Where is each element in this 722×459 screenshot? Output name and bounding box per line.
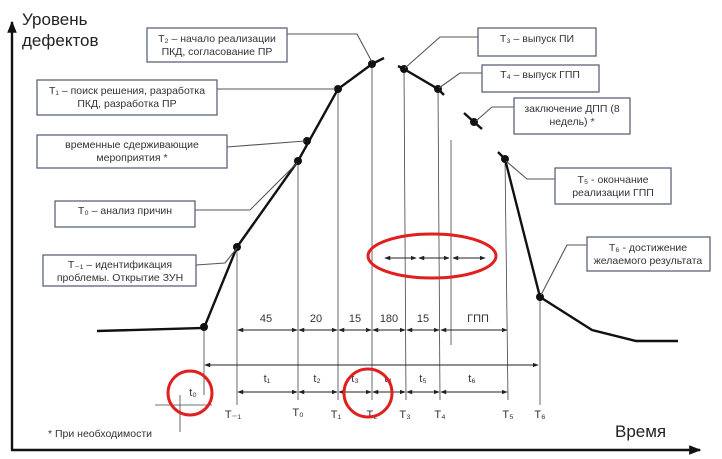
svg-text:T₃ – выпуск ПИ: T₃ – выпуск ПИ xyxy=(500,33,574,45)
svg-text:T₁: T₁ xyxy=(331,409,342,421)
svg-text:T₆: T₆ xyxy=(534,409,545,421)
callout-t0: T₀ – анализ причин xyxy=(54,200,196,228)
callout-t4: T₄ – выпуск ГПП xyxy=(481,64,600,93)
svg-text:T₁ – поиск решения, разработка: T₁ – поиск решения, разработка ПКД, разра… xyxy=(49,85,205,110)
interval-label: t₅ xyxy=(419,373,427,385)
callout-t1: T₁ – поиск решения, разработка ПКД, разра… xyxy=(36,79,218,116)
highlight-circle-t0 xyxy=(166,369,214,417)
callout-t6: T₆ - достижение желаемого результата xyxy=(586,236,711,272)
svg-text:T₅: T₅ xyxy=(502,409,513,421)
footnote: * При необходимости xyxy=(48,428,152,440)
curve-points xyxy=(200,60,544,331)
highlight-ellipse-overlap xyxy=(366,232,498,280)
svg-text:T₂: T₂ xyxy=(367,409,378,421)
svg-text:T₋₁: T₋₁ xyxy=(225,409,242,421)
duration-label: ГПП xyxy=(467,313,489,325)
interval-label: t₆ xyxy=(468,373,476,385)
callout-connectors xyxy=(195,33,587,296)
interval-label: t₂ xyxy=(313,373,320,385)
callout-temporary-measures: временные сдерживающие мероприятия * xyxy=(36,134,228,169)
duration-label: 15 xyxy=(417,313,429,325)
duration-label: 15 xyxy=(349,313,361,325)
callout-t2: T₂ – начало реализации ПКД, согласование … xyxy=(146,27,288,63)
x-axis-label: Время xyxy=(615,422,666,441)
callout-dpp: заключение ДПП (8 недель) * xyxy=(513,97,631,135)
duration-label: 45 xyxy=(260,313,272,325)
interval-label: t₁ xyxy=(264,373,271,385)
callout-t-1: T₋₁ – идентификация проблемы. Открытие ЗУ… xyxy=(42,254,197,287)
highlight-circle-t2 xyxy=(342,367,394,419)
interval-label-t0: t₀ xyxy=(189,387,197,399)
svg-text:T₃: T₃ xyxy=(399,409,410,421)
duration-label: 20 xyxy=(310,313,322,325)
callout-t3: T₃ – выпуск ПИ xyxy=(477,27,597,57)
interval-label: t₃ xyxy=(351,373,359,385)
milestone-labels: T₋₁ T₀ T₁ T₂ T₃ T₄ T₅ T₆ xyxy=(225,407,546,421)
svg-text:T₀: T₀ xyxy=(292,407,303,419)
duration-row: 45 20 15 180 15 ГПП xyxy=(237,313,508,333)
milestone-guides xyxy=(155,64,541,432)
svg-text:T₄ – выпуск ГПП: T₄ – выпуск ГПП xyxy=(500,69,580,81)
svg-text:T₄: T₄ xyxy=(434,409,446,421)
y-axis-label: Уровень дефектов xyxy=(22,10,99,50)
callout-t5: T₅ - окончание реализации ГПП xyxy=(554,167,672,205)
svg-text:T₀ – анализ причин: T₀ – анализ причин xyxy=(78,205,172,217)
duration-label: 180 xyxy=(380,313,398,325)
